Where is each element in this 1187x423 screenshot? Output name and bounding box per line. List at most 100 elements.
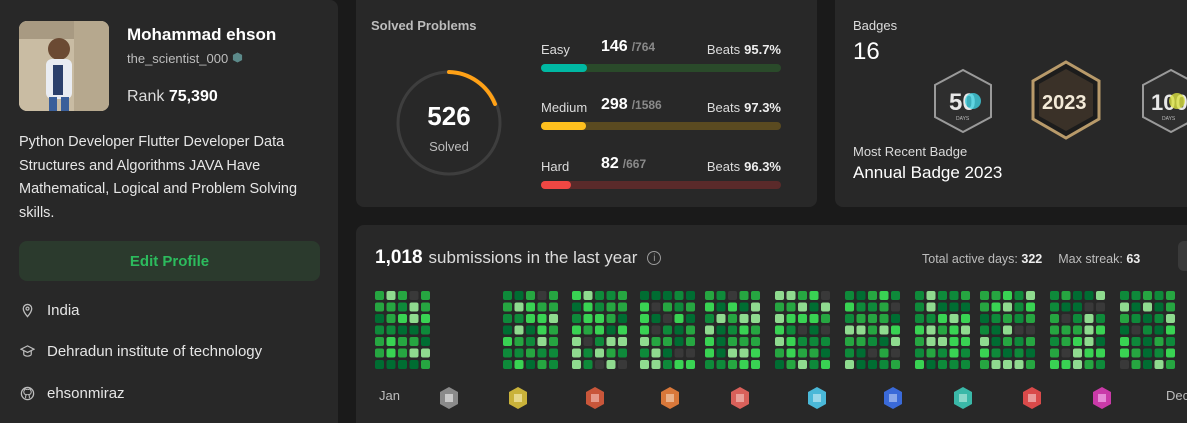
- heatmap-cell[interactable]: [879, 360, 889, 369]
- heatmap-cell[interactable]: [514, 325, 524, 335]
- heatmap-cell[interactable]: [1166, 302, 1175, 312]
- heatmap-cell[interactable]: [1154, 302, 1164, 312]
- heatmap-cell[interactable]: [1084, 360, 1094, 369]
- heatmap-cell[interactable]: [879, 291, 889, 300]
- heatmap-cell[interactable]: [1003, 302, 1012, 312]
- heatmap-cell[interactable]: [915, 291, 924, 300]
- heatmap-cell[interactable]: [775, 302, 784, 312]
- heatmap-cell[interactable]: [1084, 325, 1094, 335]
- heatmap-cell[interactable]: [421, 314, 430, 323]
- heatmap-cell[interactable]: [618, 348, 627, 358]
- heatmap-cell[interactable]: [1166, 348, 1175, 358]
- heatmap-cell[interactable]: [375, 360, 384, 369]
- heatmap-cell[interactable]: [879, 325, 889, 335]
- heatmap-cell[interactable]: [514, 302, 524, 312]
- heatmap-cell[interactable]: [728, 360, 737, 369]
- heatmap-cell[interactable]: [686, 314, 695, 323]
- heatmap-cell[interactable]: [386, 302, 396, 312]
- heatmap-cell[interactable]: [705, 291, 714, 300]
- heatmap-cell[interactable]: [728, 314, 737, 323]
- heatmap-cell[interactable]: [961, 291, 970, 300]
- heatmap-cell[interactable]: [1050, 314, 1059, 323]
- heatmap-cell[interactable]: [583, 337, 593, 346]
- heatmap-cell[interactable]: [980, 325, 989, 335]
- heatmap-cell[interactable]: [1003, 291, 1012, 300]
- heatmap-cell[interactable]: [926, 360, 936, 369]
- heatmap-cell[interactable]: [1003, 348, 1012, 358]
- heatmap-cell[interactable]: [798, 325, 807, 335]
- heatmap-cell[interactable]: [845, 302, 854, 312]
- heatmap-cell[interactable]: [514, 314, 524, 323]
- heatmap-cell[interactable]: [1166, 291, 1175, 300]
- heatmap-cell[interactable]: [705, 337, 714, 346]
- heatmap-cell[interactable]: [938, 325, 947, 335]
- heatmap-cell[interactable]: [1096, 325, 1105, 335]
- heatmap-cell[interactable]: [1084, 291, 1094, 300]
- monthly-badge-sep-icon[interactable]: [1021, 386, 1043, 410]
- heatmap-cell[interactable]: [686, 348, 695, 358]
- heatmap-cell[interactable]: [980, 291, 989, 300]
- heatmap-cell[interactable]: [674, 302, 684, 312]
- heatmap-cell[interactable]: [949, 302, 959, 312]
- heatmap-cell[interactable]: [1073, 291, 1082, 300]
- heatmap-cell[interactable]: [1014, 325, 1024, 335]
- heatmap-cell[interactable]: [980, 314, 989, 323]
- heatmap-cell[interactable]: [891, 337, 900, 346]
- heatmap-cell[interactable]: [651, 302, 661, 312]
- heatmap-cell[interactable]: [1166, 337, 1175, 346]
- heatmap-cell[interactable]: [1050, 291, 1059, 300]
- heatmap-cell[interactable]: [856, 325, 866, 335]
- heatmap-cell[interactable]: [739, 325, 749, 335]
- heatmap-cell[interactable]: [798, 348, 807, 358]
- heatmap-cell[interactable]: [786, 348, 796, 358]
- heatmap-cell[interactable]: [421, 337, 430, 346]
- heatmap-cell[interactable]: [686, 337, 695, 346]
- heatmap-cell[interactable]: [549, 337, 558, 346]
- heatmap-cell[interactable]: [640, 314, 649, 323]
- heatmap-cell[interactable]: [572, 302, 581, 312]
- heatmap-cell[interactable]: [868, 302, 877, 312]
- heatmap-cell[interactable]: [1154, 314, 1164, 323]
- heatmap-cell[interactable]: [686, 325, 695, 335]
- heatmap-cell[interactable]: [1131, 325, 1141, 335]
- heatmap-cell[interactable]: [663, 302, 672, 312]
- heatmap-cell[interactable]: [1073, 360, 1082, 369]
- year-select-button[interactable]: [1178, 241, 1187, 271]
- heatmap-cell[interactable]: [728, 348, 737, 358]
- heatmap-cell[interactable]: [809, 314, 819, 323]
- heatmap-cell[interactable]: [856, 314, 866, 323]
- heatmap-cell[interactable]: [938, 302, 947, 312]
- heatmap-cell[interactable]: [1014, 291, 1024, 300]
- heatmap-cell[interactable]: [1014, 314, 1024, 323]
- heatmap-cell[interactable]: [891, 291, 900, 300]
- heatmap-cell[interactable]: [386, 325, 396, 335]
- heatmap-cell[interactable]: [663, 360, 672, 369]
- heatmap-cell[interactable]: [640, 348, 649, 358]
- heatmap-cell[interactable]: [674, 325, 684, 335]
- heatmap-cell[interactable]: [1003, 360, 1012, 369]
- heatmap-cell[interactable]: [526, 325, 535, 335]
- heatmap-cell[interactable]: [386, 314, 396, 323]
- heatmap-cell[interactable]: [961, 314, 970, 323]
- heatmap-cell[interactable]: [821, 302, 830, 312]
- heatmap-cell[interactable]: [1061, 337, 1071, 346]
- heatmap-cell[interactable]: [618, 360, 627, 369]
- heatmap-cell[interactable]: [891, 302, 900, 312]
- heatmap-cell[interactable]: [651, 348, 661, 358]
- heatmap-cell[interactable]: [537, 314, 547, 323]
- heatmap-cell[interactable]: [514, 348, 524, 358]
- heatmap-cell[interactable]: [798, 337, 807, 346]
- heatmap-cell[interactable]: [514, 360, 524, 369]
- heatmap-cell[interactable]: [640, 325, 649, 335]
- heatmap-cell[interactable]: [375, 302, 384, 312]
- heatmap-cell[interactable]: [991, 348, 1001, 358]
- info-icon[interactable]: i: [647, 251, 662, 265]
- heatmap-cell[interactable]: [1154, 337, 1164, 346]
- heatmap-cell[interactable]: [786, 337, 796, 346]
- heatmap-cell[interactable]: [1050, 337, 1059, 346]
- heatmap-cell[interactable]: [915, 302, 924, 312]
- heatmap-cell[interactable]: [1120, 314, 1129, 323]
- heatmap-cell[interactable]: [728, 325, 737, 335]
- heatmap-cell[interactable]: [595, 314, 604, 323]
- heatmap-cell[interactable]: [891, 348, 900, 358]
